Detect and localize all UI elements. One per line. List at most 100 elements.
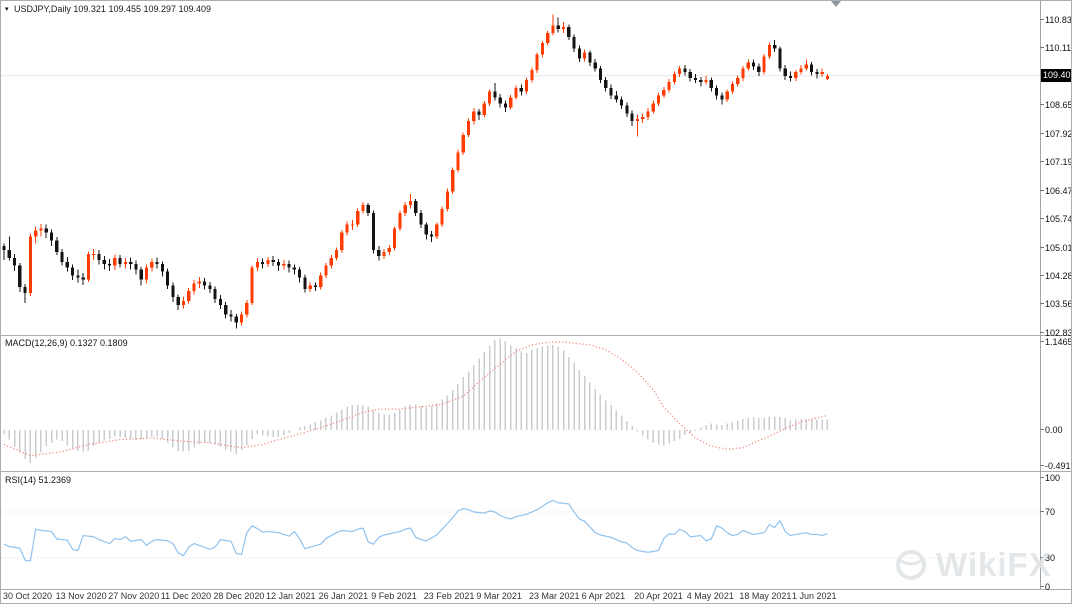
candle	[498, 94, 502, 108]
candle	[266, 256, 270, 267]
price-pane-canvas[interactable]	[1, 1, 1041, 335]
candle	[18, 263, 22, 292]
candle	[651, 100, 655, 114]
candle	[23, 284, 27, 303]
candle	[509, 94, 513, 110]
candle	[366, 202, 370, 217]
candle	[493, 83, 497, 101]
time-axis-label: 9 Feb 2021	[371, 591, 417, 601]
time-axis-divider	[1, 589, 1071, 590]
macd-histogram	[3, 338, 829, 464]
candle	[229, 309, 233, 322]
candle	[34, 226, 38, 244]
candle	[456, 149, 460, 173]
time-axis-label: 6 Apr 2021	[581, 591, 626, 601]
candle	[139, 266, 143, 286]
candle	[730, 81, 735, 95]
candle	[208, 281, 212, 294]
rsi-pane-canvas[interactable]	[1, 473, 1041, 589]
candle	[577, 45, 581, 63]
price-axis-label: 105.015	[1040, 243, 1071, 253]
price-axis-separator	[1040, 1, 1041, 589]
candle	[102, 255, 106, 270]
candle	[451, 167, 455, 195]
price-axis-label: 104.285	[1040, 271, 1071, 281]
candle	[709, 77, 713, 92]
candle	[303, 274, 307, 293]
candle	[524, 77, 529, 95]
candle	[150, 258, 154, 272]
candle	[129, 257, 133, 270]
macd-axis[interactable]: 1.1465 0.00 -0.4919	[1040, 1, 1071, 471]
price-axis-label: 108.655	[1040, 100, 1071, 110]
candle	[445, 188, 449, 212]
rsi-axis[interactable]: 100 70 30 0	[1039, 1, 1071, 592]
candle	[192, 280, 196, 295]
candle	[308, 281, 312, 292]
candle	[403, 202, 407, 217]
candle	[345, 221, 349, 236]
price-axis-label: 103.560	[1040, 299, 1071, 309]
candle	[519, 84, 523, 96]
candle	[466, 118, 471, 138]
candle	[76, 269, 80, 283]
candle	[646, 108, 650, 120]
time-axis-label: 11 Dec 2020	[160, 591, 212, 601]
candle	[614, 90, 618, 103]
candle	[472, 108, 476, 125]
candle	[773, 40, 777, 52]
chart-shift-marker-icon[interactable]	[831, 1, 841, 7]
price-axis-label: 106.470	[1040, 186, 1071, 196]
pane-divider	[1, 471, 1071, 472]
candle	[419, 209, 423, 228]
candle	[7, 236, 11, 261]
rsi-indicator-label: RSI(14) 51.2369	[5, 475, 72, 485]
candle	[113, 254, 117, 271]
rsi-line	[3, 499, 828, 562]
candle	[751, 59, 756, 70]
candle	[123, 257, 128, 269]
candle	[598, 65, 603, 84]
candle	[662, 87, 666, 99]
time-axis-label: 26 Jan 2021	[318, 591, 369, 601]
candle	[678, 65, 682, 77]
time-axis[interactable]: 30 Oct 2020 13 Nov 2020 27 Nov 2020 11 Dec …	[1, 590, 1041, 603]
candle	[736, 75, 740, 87]
candle	[144, 264, 149, 284]
candle	[630, 110, 634, 127]
candle	[810, 62, 814, 76]
candle	[393, 226, 397, 251]
candle	[625, 102, 629, 117]
candle	[334, 247, 339, 261]
candle	[297, 266, 302, 283]
candle	[683, 65, 687, 76]
candle	[361, 202, 365, 214]
candle	[725, 89, 729, 102]
candle	[329, 255, 333, 269]
candle	[118, 255, 122, 268]
rsi-axis-label: 30	[1039, 553, 1056, 563]
candle	[693, 73, 698, 84]
price-axis-label: 105.740	[1040, 214, 1071, 224]
candle	[583, 49, 587, 62]
candle	[187, 288, 191, 304]
candle	[656, 92, 661, 106]
candle	[440, 206, 444, 228]
macd-pane-canvas[interactable]	[1, 337, 1041, 471]
candle	[134, 260, 138, 275]
candle	[12, 254, 17, 271]
price-axis-label: 107.925	[1040, 129, 1071, 139]
candle	[746, 59, 750, 71]
candle	[261, 258, 265, 269]
candle	[49, 229, 54, 247]
time-axis-label: 20 Apr 2021	[634, 591, 683, 601]
candle	[429, 230, 434, 242]
time-axis-label: 13 Nov 2020	[55, 591, 107, 601]
chart-title: ▾ USDJPY,Daily 109.321 109.455 109.297 1…	[5, 4, 211, 14]
candle	[641, 113, 645, 124]
price-axis[interactable]: 110.835 110.110 108.655 107.925 107.195 106.4…	[1039, 1, 1071, 338]
candle	[540, 40, 545, 58]
candle	[176, 294, 180, 310]
candle	[488, 89, 492, 106]
